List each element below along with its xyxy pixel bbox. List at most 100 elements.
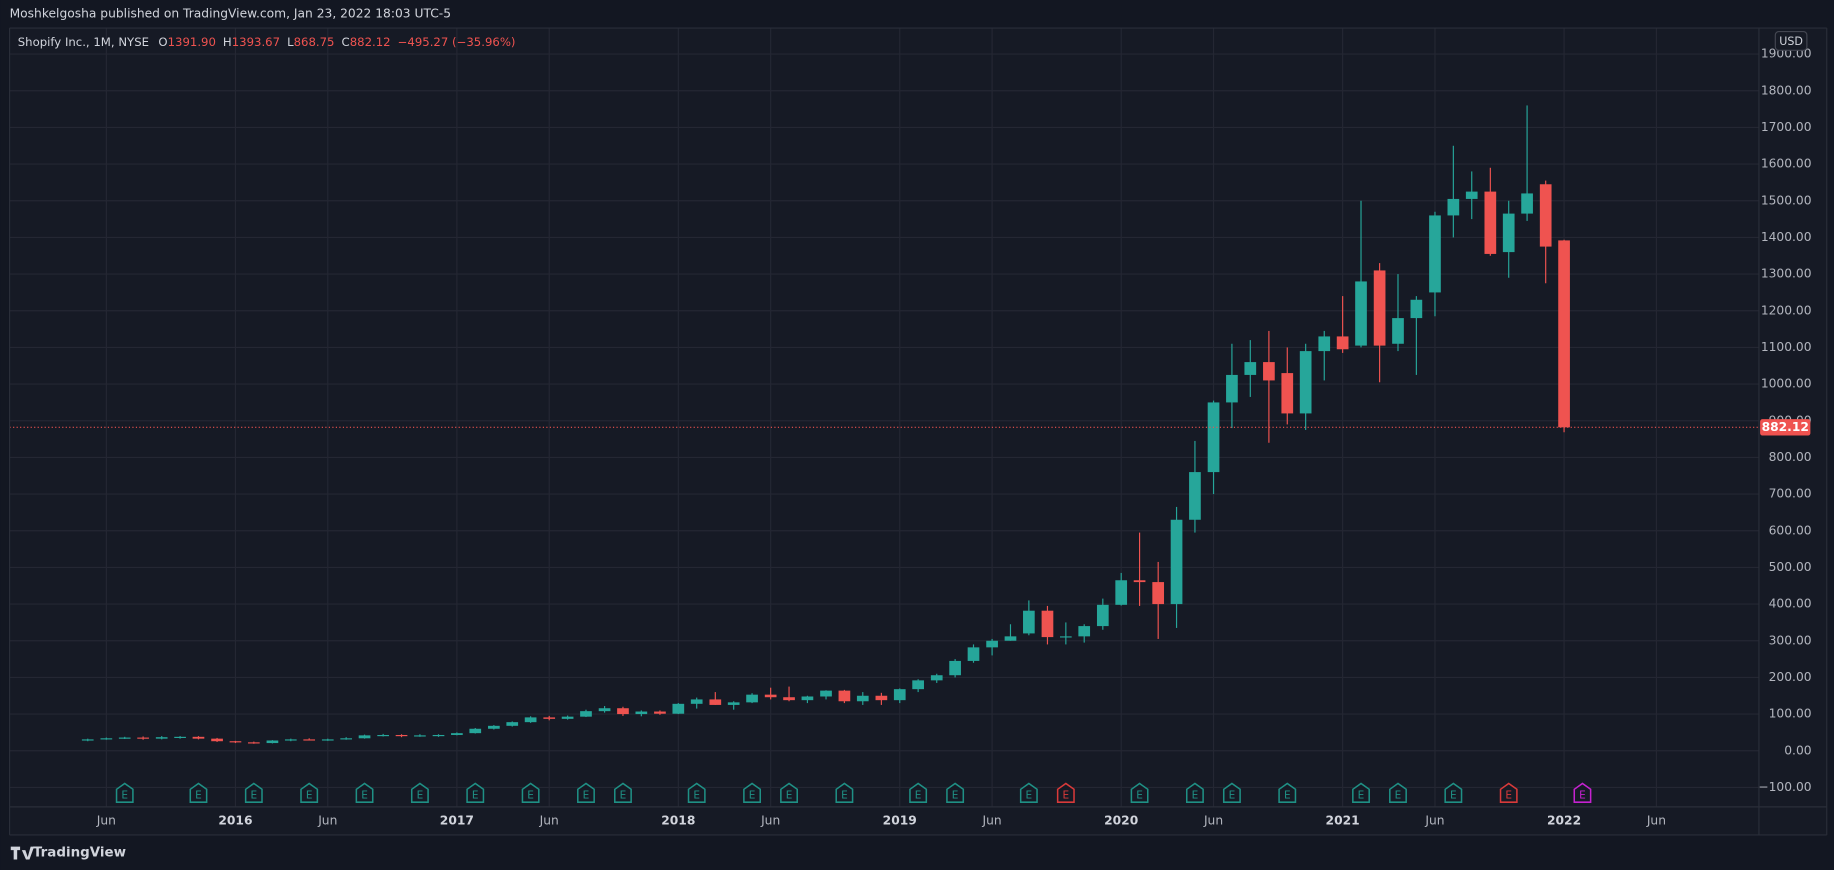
candle-body <box>524 717 537 723</box>
earnings-label: E <box>952 790 959 802</box>
y-tick-label: 1200.00 <box>1761 303 1812 317</box>
candle-body <box>377 734 389 737</box>
logo-icon <box>10 846 35 860</box>
earnings-label: E <box>195 790 202 802</box>
candle-body <box>1539 184 1552 247</box>
candle-body <box>1226 374 1238 403</box>
x-tick-label: Jun <box>539 813 559 827</box>
legend-key: L <box>287 35 294 49</box>
earnings-marker <box>115 782 134 803</box>
x-tick-label: Jun <box>1203 813 1223 827</box>
candle-body <box>229 741 242 743</box>
candle-body <box>598 708 611 712</box>
candle-body <box>1558 240 1570 428</box>
candle-body <box>1502 213 1515 253</box>
y-tick-label: 1500.00 <box>1761 193 1812 207</box>
last-price-label: 882.12 <box>1762 420 1809 434</box>
legend-value: 868.75 <box>294 35 335 49</box>
earnings-marker <box>780 782 798 803</box>
earnings-marker <box>743 782 762 803</box>
candle-body <box>451 733 463 735</box>
candle-body <box>617 708 629 715</box>
candle-body <box>358 735 371 739</box>
earnings-marker <box>1278 782 1297 803</box>
y-tick-label: 1800.00 <box>1761 83 1812 97</box>
earnings-label: E <box>527 790 534 802</box>
candle-body <box>1392 318 1404 344</box>
candle-body <box>838 690 851 702</box>
earnings-marker <box>687 782 706 803</box>
candle-body <box>1115 580 1128 605</box>
candle-body <box>303 739 316 741</box>
earnings-marker <box>614 782 632 803</box>
earnings-label: E <box>306 790 313 802</box>
overlay: −100.00 0.00 100.00 200.00 300.00 400.00 500.0… <box>9 47 1812 827</box>
candle-body <box>137 737 149 739</box>
y-tick-label: 500.00 <box>1769 560 1812 574</box>
legend-key: C <box>342 35 350 49</box>
legend-value: 1391.90 <box>168 35 216 49</box>
earnings-marker <box>1573 782 1592 803</box>
earnings-marker <box>835 782 854 803</box>
candle-body <box>81 739 94 741</box>
x-tick-label: 2018 <box>661 813 695 827</box>
y-tick-label: 1000.00 <box>1761 377 1812 391</box>
candle-body <box>1263 362 1275 381</box>
candle-body <box>986 640 998 648</box>
x-tick-label: Jun <box>317 813 337 827</box>
plot-area <box>9 28 1759 807</box>
earnings-marker <box>521 782 540 803</box>
y-tick-label: 1600.00 <box>1761 157 1812 171</box>
y-tick-label: 600.00 <box>1769 523 1812 537</box>
candle-body <box>1355 281 1367 346</box>
earnings-marker <box>1222 782 1241 803</box>
candle-body <box>1447 198 1460 216</box>
candle-body <box>1041 610 1054 638</box>
earnings-marker <box>1444 782 1463 803</box>
candle-body <box>912 680 924 690</box>
symbol: Shopify Inc., 1M, NYSE <box>18 35 149 49</box>
brand: TradingView <box>33 845 126 860</box>
earnings-label: E <box>749 790 756 802</box>
earnings-marker <box>244 782 263 803</box>
x-tick-label: 2019 <box>883 813 917 827</box>
candle-body <box>1207 402 1220 473</box>
candle-body <box>1189 472 1201 520</box>
legend-value: 1393.67 <box>232 35 280 49</box>
grid <box>9 28 1759 807</box>
earnings-marker <box>410 782 429 803</box>
earnings-marker <box>355 782 374 803</box>
candle-body <box>284 739 297 741</box>
candle-body <box>155 737 168 739</box>
candle-body <box>1004 636 1017 641</box>
earnings-marker <box>1352 782 1370 803</box>
legend-value: 882.12 <box>350 35 391 49</box>
earnings-marker <box>1389 782 1407 803</box>
earnings-marker <box>909 782 928 803</box>
earnings-marker <box>1499 782 1518 803</box>
candle-body <box>893 689 906 701</box>
earnings-marker <box>946 782 965 803</box>
earnings-label: E <box>1395 790 1402 802</box>
x-tick-label: 2017 <box>440 813 474 827</box>
y-tick-label: 700.00 <box>1769 487 1812 501</box>
earnings-label: E <box>1284 790 1291 802</box>
candle-body <box>783 697 795 701</box>
earnings-marker <box>466 782 485 803</box>
candle-body <box>635 711 648 715</box>
earnings-label: E <box>915 790 922 802</box>
earnings-label: E <box>1192 790 1199 802</box>
candle-body <box>654 711 666 714</box>
candle-body <box>746 694 758 703</box>
x-tick-label: 2016 <box>218 813 252 827</box>
earnings-label: E <box>361 790 368 802</box>
earnings-label: E <box>472 790 479 802</box>
earnings-label: E <box>786 790 793 802</box>
legend-key: H <box>223 35 232 49</box>
candle-body <box>506 722 519 726</box>
earnings-marker <box>1130 782 1149 803</box>
candle-body <box>1170 519 1183 605</box>
currency-box[interactable] <box>1774 30 1808 51</box>
earnings-label: E <box>1026 790 1033 802</box>
